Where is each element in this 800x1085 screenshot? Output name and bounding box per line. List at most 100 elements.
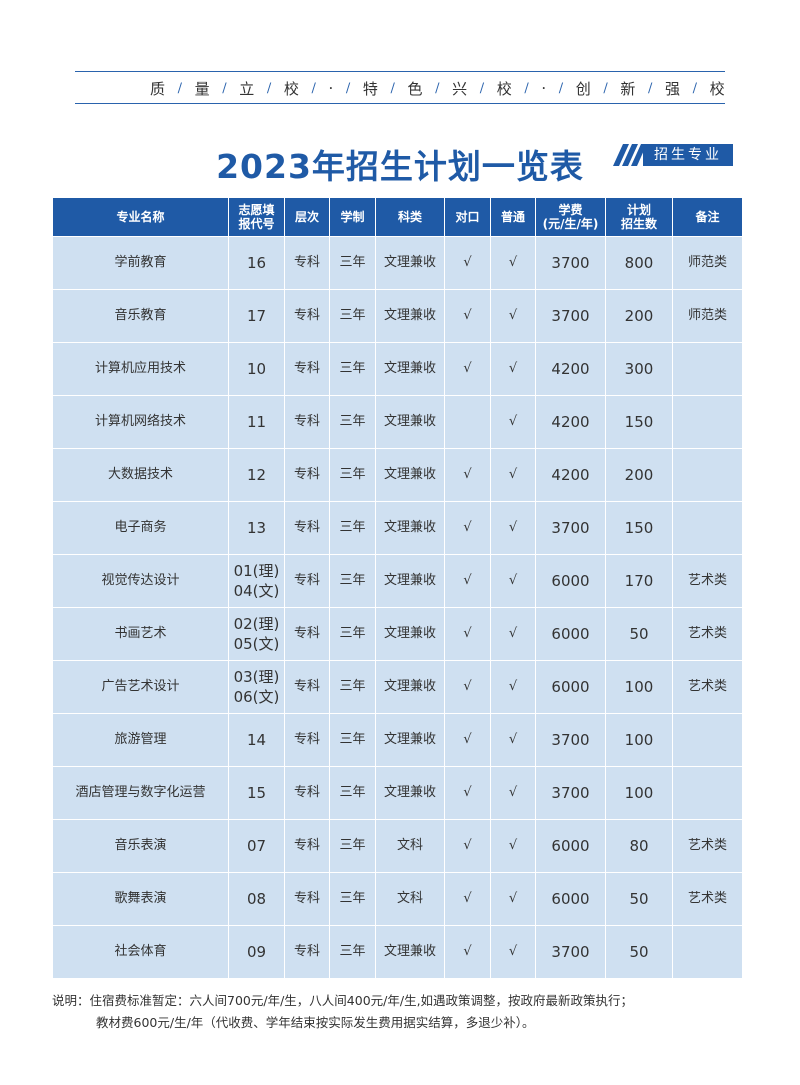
table-cell: √ bbox=[444, 554, 491, 608]
table-cell: √ bbox=[490, 766, 536, 820]
header-line: 对口 bbox=[455, 210, 480, 224]
table-cell: 6000 bbox=[535, 554, 606, 608]
table-cell: √ bbox=[444, 236, 491, 290]
table-cell: 艺术类 bbox=[672, 660, 743, 714]
table-row: 社会体育 09 专科 三年 文理兼收 √ √ 3700 50 bbox=[52, 925, 743, 979]
table-cell: 10 bbox=[228, 342, 285, 396]
table-cell: 大数据技术 bbox=[52, 448, 229, 502]
table-cell: 文理兼收 bbox=[375, 660, 445, 714]
table-cell: 50 bbox=[605, 607, 673, 661]
table-cell: 艺术类 bbox=[672, 607, 743, 661]
table-row: 广告艺术设计 03(理) 06(文) 专科 三年 文理兼收 √ √ 6000 100 艺术类 bbox=[52, 660, 743, 714]
table-cell: √ bbox=[444, 925, 491, 979]
header-cell: 备注 bbox=[672, 197, 743, 237]
table-cell: 艺术类 bbox=[672, 554, 743, 608]
table-cell: 80 bbox=[605, 819, 673, 873]
table-cell: 音乐教育 bbox=[52, 289, 229, 343]
separator: / bbox=[692, 80, 698, 96]
table-cell: √ bbox=[444, 872, 491, 926]
table-cell: 4200 bbox=[535, 395, 606, 449]
motto-char: 兴 bbox=[452, 79, 468, 98]
table-cell: 100 bbox=[605, 713, 673, 767]
separator: / bbox=[479, 80, 485, 96]
table-cell: 50 bbox=[605, 925, 673, 979]
table-cell: 计算机应用技术 bbox=[52, 342, 229, 396]
table-cell bbox=[444, 395, 491, 449]
table-row: 音乐教育 17 专科 三年 文理兼收 √ √ 3700 200 师范类 bbox=[52, 289, 743, 343]
table-cell: 100 bbox=[605, 766, 673, 820]
table-cell: 08 bbox=[228, 872, 285, 926]
table-cell: 17 bbox=[228, 289, 285, 343]
table-cell: 三年 bbox=[329, 925, 376, 979]
table-cell: √ bbox=[444, 660, 491, 714]
table-cell: 文理兼收 bbox=[375, 236, 445, 290]
table-cell: 150 bbox=[605, 395, 673, 449]
table-cell: 师范类 bbox=[672, 289, 743, 343]
table-cell: 三年 bbox=[329, 395, 376, 449]
table-cell: 艺术类 bbox=[672, 872, 743, 926]
table-cell: 文科 bbox=[375, 872, 445, 926]
header-cell: 专业名称 bbox=[52, 197, 229, 237]
table-cell bbox=[672, 925, 743, 979]
table-cell: 文理兼收 bbox=[375, 501, 445, 555]
header-row: 专业名称 志愿填 报代号 层次 学制 科类 对口 普通 学费 (元/生/年) 计划 招生数 备注 bbox=[52, 197, 743, 237]
separator: / bbox=[177, 80, 183, 96]
cell-line: 05(文) bbox=[233, 635, 280, 653]
table-cell: 三年 bbox=[329, 660, 376, 714]
table-cell: 专科 bbox=[284, 607, 330, 661]
table-cell bbox=[672, 713, 743, 767]
table-cell: 视觉传达设计 bbox=[52, 554, 229, 608]
cell-line: 02(理) bbox=[233, 615, 280, 633]
table-cell: 专科 bbox=[284, 342, 330, 396]
table-cell: 学前教育 bbox=[52, 236, 229, 290]
motto: 质 / 量 / 立 / 校 / · / 特 / 色 / 兴 / 校 / · / 创 / 新 / 强 / 校 bbox=[150, 77, 725, 99]
cell-line: 06(文) bbox=[233, 688, 280, 706]
cell-line: 01(理) bbox=[233, 562, 280, 580]
table-cell: 文理兼收 bbox=[375, 448, 445, 502]
rule bbox=[75, 103, 725, 104]
table-cell: 专科 bbox=[284, 660, 330, 714]
table-cell: 150 bbox=[605, 501, 673, 555]
motto-char: 校 bbox=[496, 79, 512, 98]
table-row: 酒店管理与数字化运营 15 专科 三年 文理兼收 √ √ 3700 100 bbox=[52, 766, 743, 820]
table-cell: 200 bbox=[605, 289, 673, 343]
table-cell: √ bbox=[490, 342, 536, 396]
note-line: 教材费600元/生/年（代收费、学年结束按实际发生费用据实结算，多退少补）。 bbox=[96, 1015, 535, 1030]
table-row: 歌舞表演 08 专科 三年 文科 √ √ 6000 50 艺术类 bbox=[52, 872, 743, 926]
table-cell: 三年 bbox=[329, 766, 376, 820]
table-cell: 800 bbox=[605, 236, 673, 290]
table-cell: 6000 bbox=[535, 872, 606, 926]
table-cell: 三年 bbox=[329, 236, 376, 290]
motto-char: 新 bbox=[620, 79, 636, 98]
table-row: 电子商务 13 专科 三年 文理兼收 √ √ 3700 150 bbox=[52, 501, 743, 555]
separator: / bbox=[558, 80, 564, 96]
table-cell: √ bbox=[490, 236, 536, 290]
table-cell: 文理兼收 bbox=[375, 766, 445, 820]
table-cell: 50 bbox=[605, 872, 673, 926]
table-cell: 07 bbox=[228, 819, 285, 873]
table-cell: √ bbox=[490, 448, 536, 502]
table-cell: 三年 bbox=[329, 872, 376, 926]
table-row: 计算机应用技术 10 专科 三年 文理兼收 √ √ 4200 300 bbox=[52, 342, 743, 396]
title: 2023年招生计划一览表 bbox=[216, 147, 584, 186]
header-cell: 志愿填 报代号 bbox=[228, 197, 285, 237]
badge-text: 招生专业 bbox=[643, 144, 733, 166]
table-cell: 11 bbox=[228, 395, 285, 449]
table-cell: 音乐表演 bbox=[52, 819, 229, 873]
table-cell: 200 bbox=[605, 448, 673, 502]
table-cell: 专科 bbox=[284, 501, 330, 555]
table-cell: 三年 bbox=[329, 448, 376, 502]
table-cell: 6000 bbox=[535, 819, 606, 873]
separator: / bbox=[603, 80, 608, 96]
table-cell: 三年 bbox=[329, 607, 376, 661]
table-cell: 专科 bbox=[284, 236, 330, 290]
table-cell: √ bbox=[444, 289, 491, 343]
header-cell: 学费 (元/生/年) bbox=[535, 197, 606, 237]
table-cell: √ bbox=[490, 819, 536, 873]
table-cell: 三年 bbox=[329, 342, 376, 396]
motto-char: 质 bbox=[150, 79, 166, 98]
table-cell: √ bbox=[490, 289, 536, 343]
table-cell: √ bbox=[444, 713, 491, 767]
header-cell: 科类 bbox=[375, 197, 445, 237]
